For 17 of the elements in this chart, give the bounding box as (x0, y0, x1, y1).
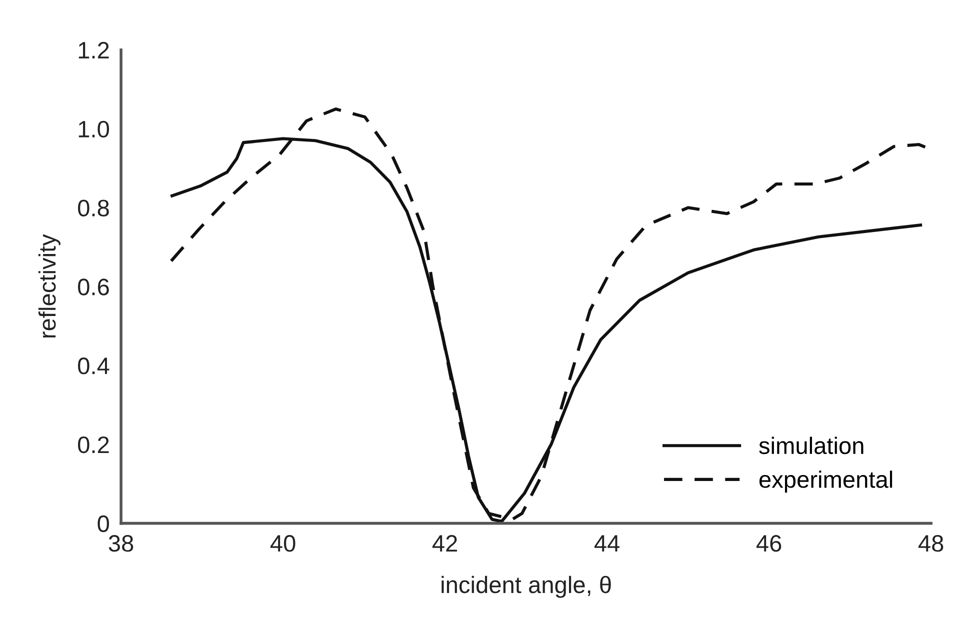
x-tick-label: 42 (432, 535, 457, 552)
y-tick-label: 1.2 (78, 42, 109, 58)
y-tick-label: 0.8 (78, 200, 109, 216)
legend-label: simulation (759, 436, 864, 454)
y-tick-label: 0 (98, 515, 109, 532)
x-tick-label: 38 (108, 535, 134, 552)
y-tick-label: 0.6 (78, 278, 109, 296)
y-tick-label: 1.0 (78, 120, 109, 138)
legend-label: experimental (759, 470, 892, 493)
x-tick-label: 48 (918, 535, 944, 552)
x-tick-label: 40 (270, 535, 296, 552)
y-tick-label: 0.4 (78, 358, 110, 374)
y-axis-title: reflectivity (38, 234, 60, 338)
x-tick-label: 44 (594, 535, 620, 552)
y-tick-label: 0.2 (78, 436, 109, 454)
x-tick-label: 46 (756, 535, 782, 552)
x-axis-title: incident angle, θ (442, 576, 611, 598)
